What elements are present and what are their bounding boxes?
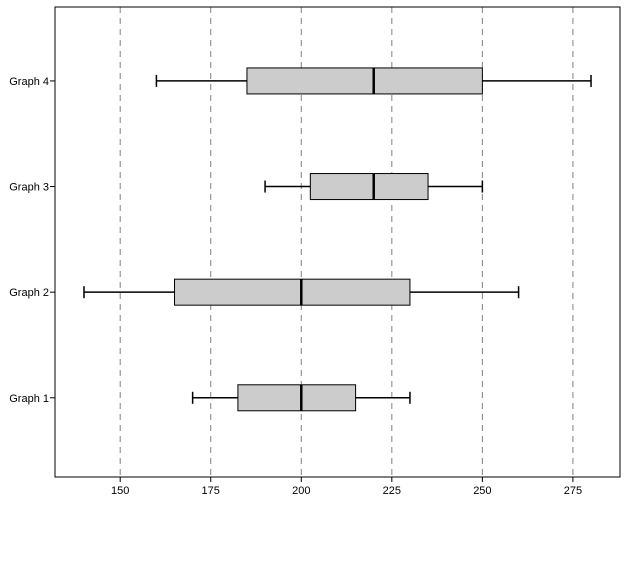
x-axis: 150 175 200 225 250 275: [111, 477, 582, 497]
x-tick-label: 150: [111, 485, 129, 497]
box-graph-4: [155, 67, 592, 95]
x-tick-label: 250: [473, 485, 491, 497]
x-tick-label: 175: [202, 485, 220, 497]
iqr-box: [174, 278, 411, 306]
x-tick-label: 275: [564, 485, 582, 497]
x-tick-label: 225: [383, 485, 401, 497]
box-graph-1: [191, 384, 411, 412]
y-tick-label: Graph 2: [9, 287, 49, 299]
box-graph-2: [83, 278, 520, 306]
y-tick-label: Graph 3: [9, 182, 49, 194]
y-tick-label: Graph 4: [9, 76, 49, 88]
box-graph-3: [264, 173, 484, 201]
iqr-box: [309, 173, 429, 201]
plot-frame: [54, 6, 621, 478]
y-axis: Graph 1 Graph 2 Graph 3 Graph 4: [9, 76, 55, 405]
iqr-box: [246, 67, 483, 95]
iqr-box: [237, 384, 357, 412]
x-tick-label: 200: [292, 485, 310, 497]
box-series: [83, 67, 592, 412]
y-tick-label: Graph 1: [9, 393, 49, 405]
